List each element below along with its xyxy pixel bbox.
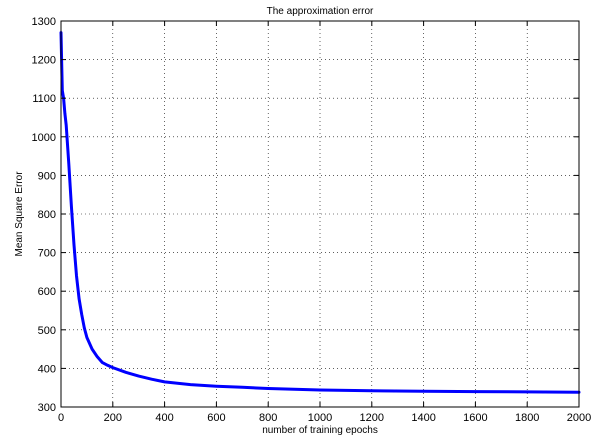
x-tick-label: 0 xyxy=(58,412,64,424)
x-tick-label: 1800 xyxy=(515,412,539,424)
y-tick-label: 700 xyxy=(38,248,56,260)
x-axis-label: number of training epochs xyxy=(262,425,378,436)
series-layer xyxy=(59,31,581,394)
x-tick-label: 400 xyxy=(155,412,173,424)
y-tick-label: 1000 xyxy=(32,132,56,144)
x-tick-label: 600 xyxy=(207,412,225,424)
grid xyxy=(61,21,579,407)
y-tick-label: 1300 xyxy=(32,16,56,28)
y-tick-label: 500 xyxy=(38,325,56,337)
x-tick-label: 800 xyxy=(259,412,277,424)
y-tick-label: 900 xyxy=(38,170,56,182)
x-tick-label: 200 xyxy=(104,412,122,424)
y-tick-label: 600 xyxy=(38,286,56,298)
x-tick-label: 1000 xyxy=(308,412,332,424)
x-tick-label: 1200 xyxy=(360,412,384,424)
chart-title: The approximation error xyxy=(267,6,374,17)
series-line xyxy=(59,31,581,394)
ticks: 0 200 400 600 800 1000 1200 1400 1600 1800 2000 300… xyxy=(32,16,592,424)
x-tick-label: 2000 xyxy=(567,412,591,424)
y-axis-label: Mean Square Error xyxy=(14,171,25,257)
y-tick-label: 300 xyxy=(38,402,56,414)
y-tick-label: 400 xyxy=(38,363,56,375)
y-tick-label: 1200 xyxy=(32,55,56,67)
x-tick-label: 1600 xyxy=(463,412,487,424)
y-tick-label: 1100 xyxy=(32,93,56,105)
x-tick-label: 1400 xyxy=(411,412,435,424)
y-tick-label: 800 xyxy=(38,209,56,221)
